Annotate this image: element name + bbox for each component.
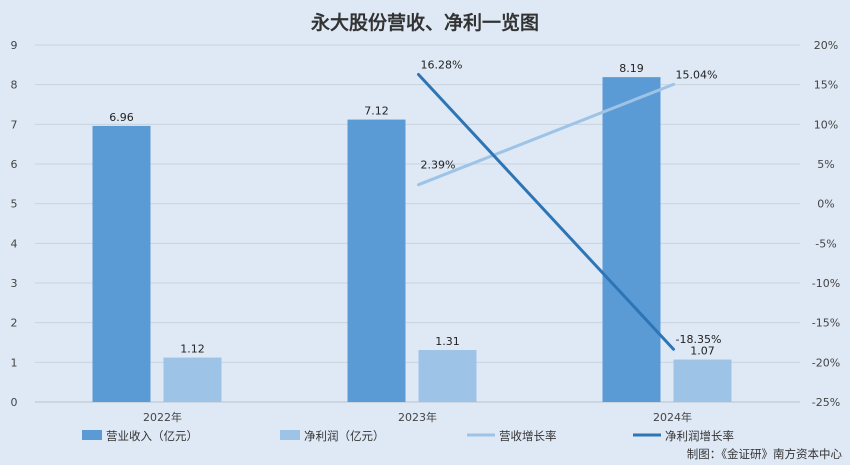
line-data-label: 2.39% bbox=[421, 159, 456, 172]
y-right-tick-label: -5% bbox=[815, 237, 836, 250]
y-right-tick-label: 0% bbox=[817, 198, 834, 211]
x-tick-label: 2023年 bbox=[398, 410, 437, 424]
bar bbox=[92, 125, 151, 403]
y-left-tick-label: 9 bbox=[11, 39, 18, 52]
bar-data-label: 1.12 bbox=[180, 343, 205, 356]
y-left-tick-label: 7 bbox=[11, 118, 18, 131]
legend-label: 营业收入（亿元） bbox=[106, 429, 198, 443]
bar bbox=[347, 119, 406, 402]
series-line bbox=[417, 73, 675, 351]
bar-data-label: 8.19 bbox=[619, 62, 644, 75]
bar bbox=[418, 350, 477, 402]
y-left-tick-label: 4 bbox=[11, 237, 18, 250]
bar-data-label: 1.07 bbox=[690, 345, 715, 358]
y-right-tick-label: 20% bbox=[814, 39, 838, 52]
series-line bbox=[417, 82, 675, 187]
x-tick-label: 2024年 bbox=[653, 410, 692, 424]
y-left-tick-label: 8 bbox=[11, 79, 18, 92]
y-right-tick-label: 15% bbox=[814, 79, 838, 92]
bar bbox=[163, 357, 222, 402]
y-left-tick-label: 1 bbox=[11, 356, 18, 369]
y-right-tick-label: -10% bbox=[812, 277, 840, 290]
legend-label: 营收增长率 bbox=[499, 429, 557, 443]
bar-data-label: 6.96 bbox=[109, 111, 134, 124]
credit-text: 制图：《金证研》南方资本中心 bbox=[687, 447, 843, 461]
y-right-tick-label: -15% bbox=[812, 317, 840, 330]
y-right-tick-label: 10% bbox=[814, 118, 838, 131]
chart-title: 永大股份营收、净利一览图 bbox=[310, 11, 539, 34]
legend-label: 净利润增长率 bbox=[665, 429, 734, 443]
line-data-label: 16.28% bbox=[421, 59, 463, 72]
line-data-label: -18.35% bbox=[676, 333, 722, 346]
y-left-tick-label: 2 bbox=[11, 317, 18, 330]
y-right-tick-label: -25% bbox=[812, 396, 840, 409]
y-left-tick-label: 5 bbox=[11, 198, 18, 211]
legend-swatch bbox=[82, 430, 102, 440]
y-left-tick-label: 3 bbox=[11, 277, 18, 290]
x-tick-label: 2022年 bbox=[143, 410, 182, 424]
y-left-tick-label: 6 bbox=[11, 158, 18, 171]
legend-label: 净利润（亿元） bbox=[304, 429, 385, 443]
y-right-tick-label: 5% bbox=[817, 158, 834, 171]
y-left-tick-label: 0 bbox=[11, 396, 18, 409]
bar-data-label: 7.12 bbox=[364, 105, 389, 118]
line-data-label: 15.04% bbox=[676, 68, 718, 81]
bar-data-label: 1.31 bbox=[435, 335, 460, 348]
legend-swatch bbox=[280, 430, 300, 440]
y-right-tick-label: -20% bbox=[812, 356, 840, 369]
bar bbox=[602, 77, 661, 402]
bar bbox=[673, 359, 732, 402]
